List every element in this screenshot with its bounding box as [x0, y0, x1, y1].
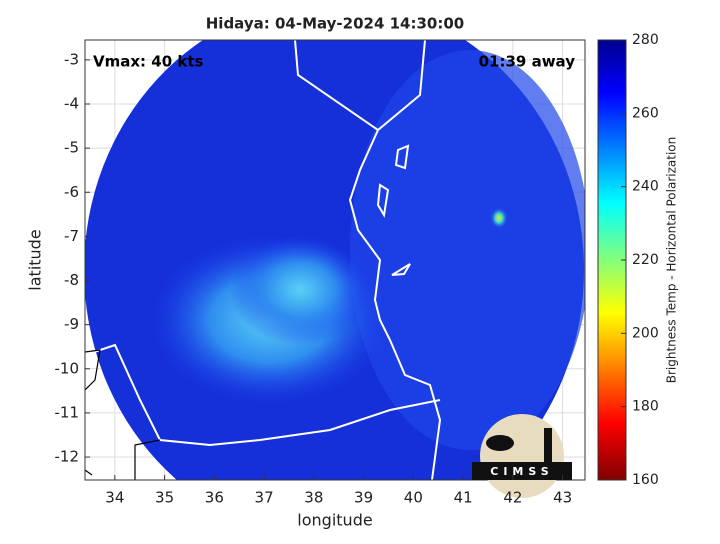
colorbar-tick-label: 260 [632, 105, 659, 121]
y-tick-label: -6 [64, 183, 79, 201]
x-tick-label: 40 [404, 489, 423, 507]
logo: CIMSS [472, 414, 572, 498]
swath-shade [350, 50, 585, 450]
annotation: Vmax: 40 kts [93, 53, 203, 71]
x-tick-label: 39 [354, 489, 373, 507]
logo-dish [486, 435, 514, 451]
x-tick-label: 41 [454, 489, 473, 507]
y-tick-label: -9 [64, 315, 79, 333]
plot-frame [84, 39, 586, 481]
y-tick-label: -7 [64, 227, 79, 245]
x-tick-label: 36 [205, 489, 224, 507]
x-tick-label: 43 [553, 489, 572, 507]
x-tick-label: 38 [304, 489, 323, 507]
colorbar-tick-label: 240 [632, 179, 659, 195]
x-tick-label: 34 [105, 489, 124, 507]
logo-band [472, 462, 572, 480]
y-tick-label: -3 [64, 50, 79, 68]
x-axis-label: longitude [297, 511, 372, 530]
annotation: 01:39 away [479, 53, 576, 71]
cloud [230, 235, 370, 345]
y-tick-label: -10 [55, 359, 80, 377]
y-tick-label: -11 [55, 403, 80, 421]
colorbar-tick-label: 200 [632, 325, 659, 341]
y-axis-label: latitude [26, 229, 45, 290]
island [376, 144, 411, 276]
coastline [348, 129, 442, 480]
colorbar-tick-label: 220 [632, 252, 659, 268]
logo-text: CIMSS [490, 465, 553, 478]
colorbar-label: Brightness Temp - Horizontal Polarizatio… [665, 137, 679, 384]
x-tick-label: 37 [255, 489, 274, 507]
colorbar-tick-label: 160 [632, 472, 659, 488]
y-tick-label: -4 [64, 94, 79, 112]
y-tick-label: -8 [64, 271, 79, 289]
logo-tower [544, 428, 552, 462]
x-tick-label: 42 [503, 489, 522, 507]
y-tick-label: -5 [64, 139, 79, 157]
x-tick-label: 35 [155, 489, 174, 507]
satellite-image [85, 40, 585, 480]
colorbar-tick-label: 180 [632, 399, 659, 415]
coastline [85, 349, 161, 480]
border [85, 343, 441, 447]
convection [490, 207, 508, 229]
y-tick-label: -12 [55, 448, 80, 466]
colorbar-tick-label: 280 [632, 32, 659, 48]
chart-title: Hidaya: 04-May-2024 14:30:00 [206, 15, 465, 33]
